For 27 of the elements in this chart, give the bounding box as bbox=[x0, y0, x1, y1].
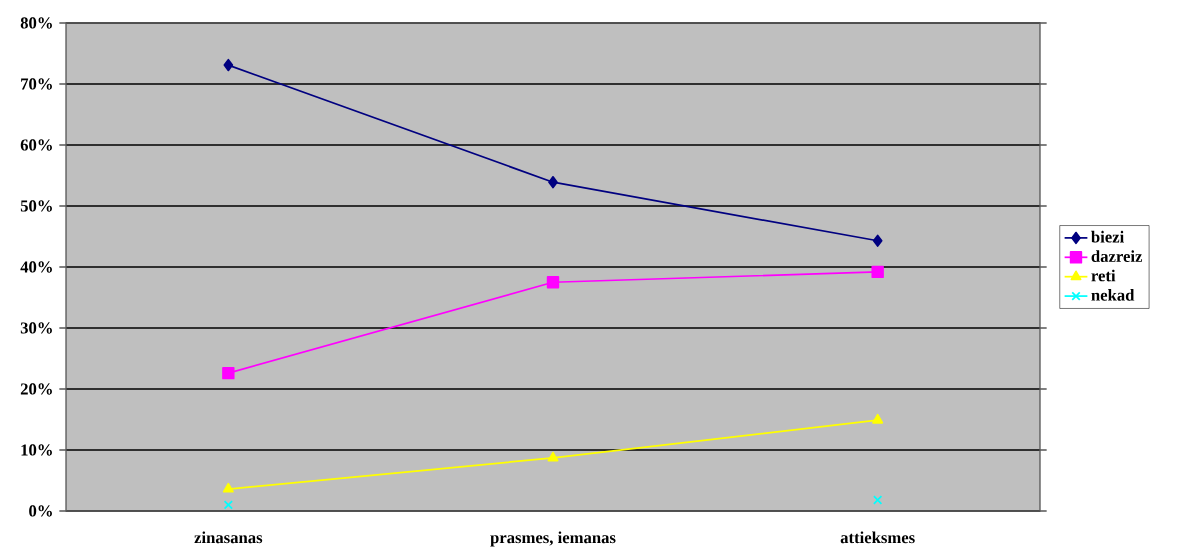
y-tick-label: 50% bbox=[20, 200, 52, 212]
x-tick-label: zinasanas bbox=[194, 531, 263, 544]
point bbox=[222, 482, 234, 493]
point bbox=[546, 276, 560, 289]
x-tick-label: attieksmes bbox=[840, 531, 915, 544]
point bbox=[222, 366, 235, 380]
point bbox=[223, 58, 234, 72]
legend-label: nekad bbox=[1091, 289, 1135, 301]
point bbox=[872, 234, 883, 247]
point bbox=[547, 451, 559, 462]
point bbox=[548, 176, 558, 189]
legend-label: reti bbox=[1091, 269, 1116, 282]
y-tick-label: 80% bbox=[20, 17, 52, 29]
point bbox=[873, 495, 883, 505]
legend-label: biezi bbox=[1091, 230, 1125, 243]
y-tick-label: 30% bbox=[20, 322, 52, 334]
point bbox=[872, 413, 884, 424]
y-tick-label: 40% bbox=[20, 261, 52, 273]
y-tick-label: 70% bbox=[21, 78, 52, 90]
legend-label: dazreiz bbox=[1091, 250, 1143, 262]
y-tick-label: 10% bbox=[21, 444, 52, 456]
x-tick-label: prasmes, iemanas bbox=[490, 531, 616, 547]
point bbox=[871, 265, 884, 279]
y-tick-label: 60% bbox=[20, 139, 52, 151]
y-tick-label: 20% bbox=[20, 383, 52, 395]
y-tick-label: 0% bbox=[29, 505, 52, 517]
point bbox=[223, 500, 233, 510]
